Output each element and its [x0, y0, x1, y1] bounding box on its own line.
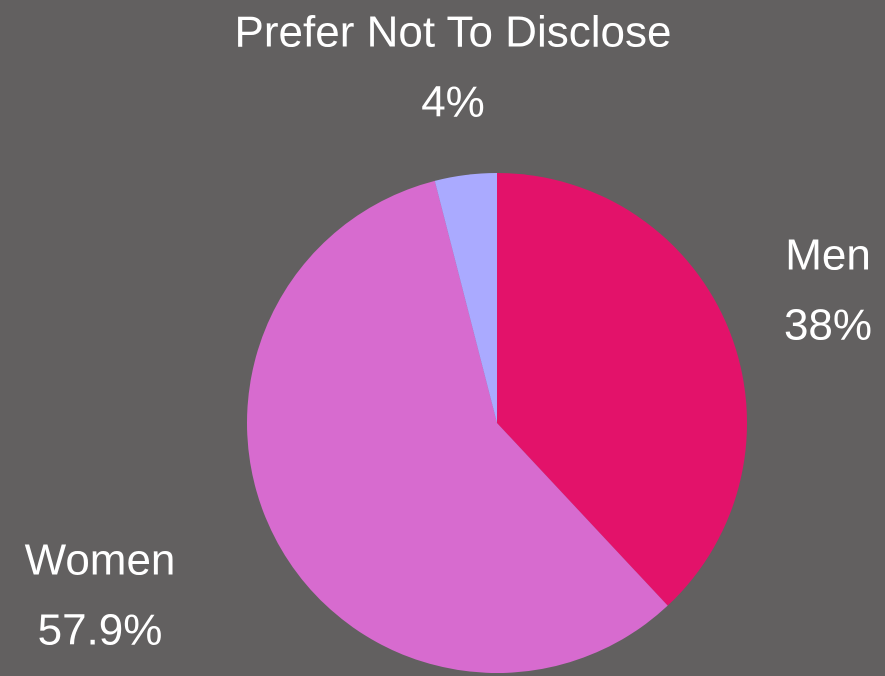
pie-slice: [247, 180, 668, 673]
slice-value-label: 4%: [421, 78, 485, 127]
slice-label: Women: [25, 536, 176, 585]
slice-label: Prefer Not To Disclose: [235, 8, 672, 57]
pie-slice: [434, 173, 497, 423]
slice-label: Men: [785, 231, 871, 280]
slice-value-label: 38%: [784, 301, 872, 350]
pie-slice: [497, 173, 748, 606]
slice-value-label: 57.9%: [38, 606, 163, 655]
